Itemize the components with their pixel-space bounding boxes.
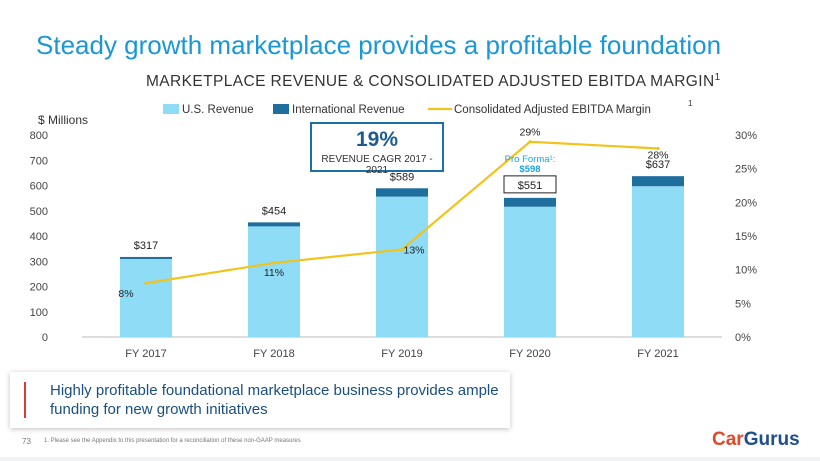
y-tick-label: 300 xyxy=(30,256,48,268)
margin-label: 29% xyxy=(519,127,540,139)
x-tick-label: FY 2017 xyxy=(125,348,166,360)
ebitda-margin-point xyxy=(528,140,532,144)
margin-label: 8% xyxy=(118,288,133,300)
legend-label-international-revenue: International Revenue xyxy=(292,104,405,116)
cagr-value: 19% xyxy=(355,128,399,151)
slide-title: Steady growth marketplace provides a pro… xyxy=(36,30,722,60)
legend-label-ebitda-margin: Consolidated Adjusted EBITDA Margin xyxy=(454,104,651,116)
y-axis-right: 0% 5% 10% 15% 20% 25% 30% xyxy=(735,130,757,344)
bar-total-label: $589 xyxy=(390,171,414,183)
page-number: 73 xyxy=(22,437,31,446)
x-tick-label: FY 2021 xyxy=(637,348,678,360)
data-labels: $317 $454 $589 $551 Pro Forma¹:$598 $637 8% 11%… xyxy=(118,127,670,300)
x-tick-label: FY 2019 xyxy=(381,348,422,360)
chart-title-superscript: 1 xyxy=(714,72,721,83)
footnote: 1. Please see the Appendix to this prese… xyxy=(44,438,301,444)
bar-series xyxy=(120,176,684,337)
legend-swatch-international-revenue xyxy=(273,104,289,114)
y2-tick-label: 0% xyxy=(735,332,751,344)
bar-international-revenue xyxy=(632,176,684,187)
line-series xyxy=(144,140,660,285)
revenue-margin-chart: U.S. Revenue International Revenue Consoli… xyxy=(30,99,758,360)
pro-forma-total-box xyxy=(503,175,557,194)
cagr-callout: 19% REVENUE CAGR 2017 - 2021 xyxy=(310,122,444,176)
takeaway-text: Highly profitable foundational marketpla… xyxy=(50,382,499,418)
y2-tick-label: 5% xyxy=(735,298,751,310)
logo-gurus-text: Gurus xyxy=(743,429,800,450)
ebitda-margin-point xyxy=(400,247,404,252)
cargurus-logo: CarGurus xyxy=(712,429,800,451)
bar-total-label: $317 xyxy=(134,240,158,252)
y2-tick-label: 30% xyxy=(735,130,757,142)
bar-us-revenue xyxy=(632,186,684,337)
pro-forma-value: $598 xyxy=(519,164,540,175)
bar-us-revenue xyxy=(248,226,300,337)
margin-label: 28% xyxy=(647,149,668,161)
cagr-label: REVENUE CAGR 2017 - 2021 xyxy=(321,154,433,176)
bar-international-revenue xyxy=(376,188,428,197)
y-tick-label: 500 xyxy=(30,206,48,218)
bar-us-revenue xyxy=(376,196,428,337)
x-tick-label: FY 2018 xyxy=(253,348,294,360)
bar-total-label: $637 xyxy=(646,159,670,171)
x-tick-label: FY 2020 xyxy=(509,348,550,360)
x-axis: FY 2017 FY 2018 FY 2019 FY 2020 FY 2021 xyxy=(125,348,678,360)
legend-label-us-revenue: U.S. Revenue xyxy=(182,104,254,116)
ebitda-margin-point xyxy=(144,281,148,285)
y2-tick-label: 20% xyxy=(735,197,757,209)
bar-total-label: $454 xyxy=(262,205,286,217)
ebitda-margin-point xyxy=(272,261,276,265)
pro-forma-label: Pro Forma¹: xyxy=(505,154,556,165)
ebitda-margin-point xyxy=(656,146,660,151)
chart-title-text: MARKETPLACE REVENUE & CONSOLIDATED ADJUS… xyxy=(146,73,715,91)
takeaway-box: Highly profitable foundational marketpla… xyxy=(10,372,510,428)
logo-car-text: Car xyxy=(712,429,744,450)
bar-us-revenue xyxy=(504,206,556,337)
y-tick-label: 700 xyxy=(30,155,48,167)
bottom-rule xyxy=(0,457,820,461)
bar-international-revenue xyxy=(504,197,556,207)
y-tick-label: 0 xyxy=(42,332,48,344)
bar-us-revenue xyxy=(120,258,172,337)
y-tick-label: 800 xyxy=(30,130,48,142)
y-tick-label: 200 xyxy=(30,282,48,294)
margin-label: 11% xyxy=(264,267,284,279)
bar-international-revenue xyxy=(120,256,172,259)
y-tick-label: 400 xyxy=(30,231,48,243)
y2-tick-label: 15% xyxy=(735,231,757,243)
margin-label: 13% xyxy=(403,244,424,256)
y-tick-label: 100 xyxy=(30,307,48,319)
bar-total-label: $551 xyxy=(518,180,542,192)
bar-international-revenue xyxy=(248,222,300,227)
legend-superscript: 1 xyxy=(688,99,693,108)
y2-tick-label: 10% xyxy=(735,265,757,277)
takeaway-accent-bar xyxy=(24,382,26,418)
y2-tick-label: 25% xyxy=(735,164,757,176)
chart-legend: U.S. Revenue International Revenue Consoli… xyxy=(163,99,693,116)
legend-swatch-us-revenue xyxy=(163,104,179,114)
chart-title: MARKETPLACE REVENUE & CONSOLIDATED ADJUS… xyxy=(146,72,720,91)
y-axis-label: $ Millions xyxy=(38,113,88,127)
y-tick-label: 600 xyxy=(30,181,48,193)
